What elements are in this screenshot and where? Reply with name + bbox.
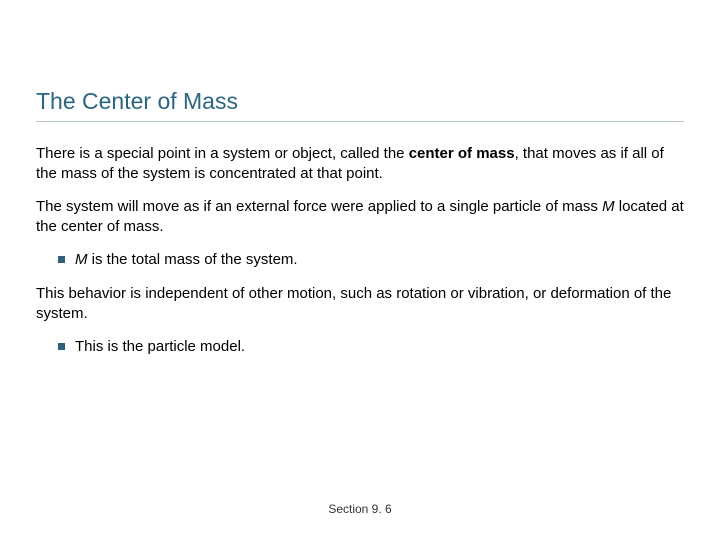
square-bullet-icon xyxy=(58,343,65,350)
p1-pre: There is a special point in a system or … xyxy=(36,145,409,162)
paragraph-2: The system will move as if an external f… xyxy=(36,197,684,236)
p1-bold: center of mass xyxy=(409,145,515,162)
square-bullet-icon xyxy=(58,256,65,263)
b1-post: is the total mass of the system. xyxy=(88,251,298,268)
title-underline xyxy=(36,121,684,122)
slide: The Center of Mass There is a special po… xyxy=(0,0,720,540)
slide-title: The Center of Mass xyxy=(36,88,684,115)
bullet-1-text: M is the total mass of the system. xyxy=(75,250,298,270)
p2-italic: M xyxy=(602,198,615,215)
bullet-2-text: This is the particle model. xyxy=(75,337,245,357)
bullet-2: This is the particle model. xyxy=(36,337,684,357)
bullet-1-row: M is the total mass of the system. xyxy=(36,250,684,270)
paragraph-3: This behavior is independent of other mo… xyxy=(36,284,684,323)
bullet-1: M is the total mass of the system. xyxy=(36,250,684,270)
b1-italic: M xyxy=(75,251,88,268)
slide-footer: Section 9. 6 xyxy=(0,502,720,516)
bullet-2-row: This is the particle model. xyxy=(36,337,684,357)
p2-pre: The system will move as if an external f… xyxy=(36,198,602,215)
paragraph-1: There is a special point in a system or … xyxy=(36,144,684,183)
